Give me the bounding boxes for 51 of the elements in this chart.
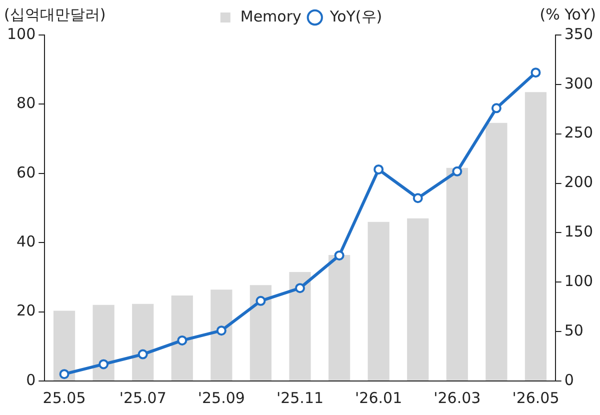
x-tick-label: '25.07 (119, 388, 166, 407)
point (530, 68, 541, 78)
x-tick-label: 25.05 (42, 388, 86, 407)
point (334, 250, 344, 260)
point (98, 359, 109, 370)
point (59, 369, 70, 380)
legend-label: YoY(우) (328, 7, 382, 26)
y2-tick-label: 150 (564, 222, 594, 241)
y2-axis-title: (% YoY) (540, 5, 596, 24)
point (138, 349, 148, 360)
bar (446, 168, 468, 380)
y2-tick-label: 200 (564, 173, 594, 192)
bar (524, 92, 547, 380)
bar (53, 310, 76, 380)
y2-tick-label: 100 (564, 272, 594, 290)
y-tick-label: 0 (26, 370, 36, 389)
point (374, 164, 384, 174)
y2-tick-label: 300 (564, 74, 594, 92)
bar (368, 222, 390, 380)
bar (132, 304, 154, 380)
x-tick-label: '26.01 (355, 388, 402, 407)
x-tick-label: '25.09 (198, 388, 245, 407)
y-tick-label: 80 (16, 94, 36, 112)
bar (250, 285, 272, 380)
y-tick-label: 60 (16, 163, 36, 182)
bar (92, 304, 114, 380)
y2-tick-label: 50 (564, 321, 584, 340)
legend-label: Memory (240, 7, 302, 26)
point (216, 326, 226, 336)
bar (171, 296, 193, 380)
y-tick-label: 40 (16, 232, 36, 250)
bar (407, 218, 429, 380)
bar (328, 255, 350, 380)
y-tick-label: 20 (16, 302, 36, 320)
point (452, 166, 462, 176)
point (491, 103, 502, 114)
y2-tick-label: 350 (564, 24, 594, 43)
y2-tick-label: 0 (564, 370, 574, 389)
y-axis-title: (십억대만달러) (4, 5, 106, 24)
x-tick-label: '26.03 (434, 388, 481, 407)
x-tick-label: '26.05 (512, 388, 560, 407)
point (295, 283, 305, 294)
y2-tick-label: 250 (564, 124, 594, 142)
bar (486, 122, 508, 380)
bar (289, 272, 311, 380)
point (177, 335, 188, 346)
point (256, 296, 266, 306)
point (412, 193, 423, 204)
y-tick-label: 100 (6, 24, 36, 43)
x-tick-label: '25.11 (276, 388, 324, 407)
bar (210, 290, 232, 380)
